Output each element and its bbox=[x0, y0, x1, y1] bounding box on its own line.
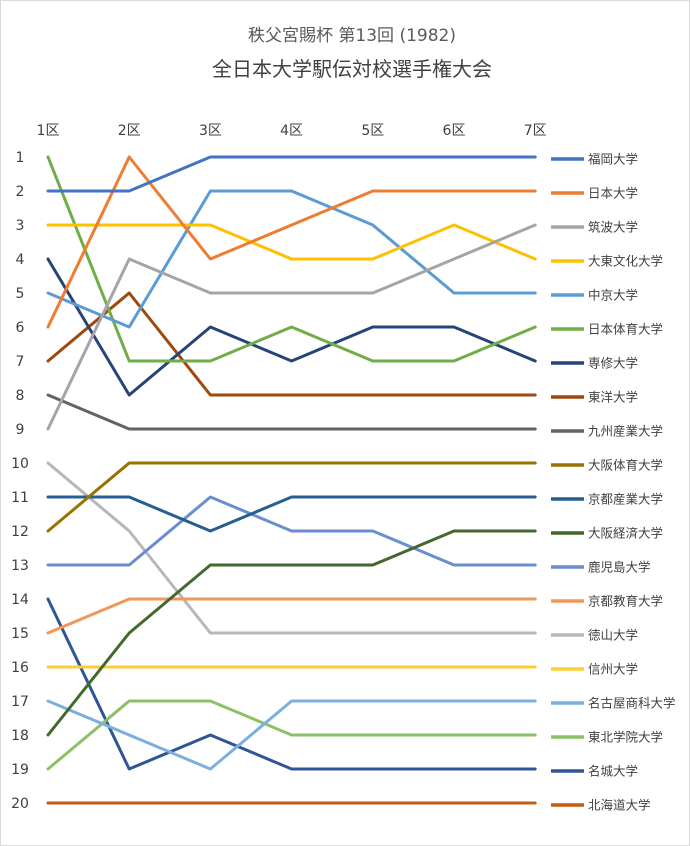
y-tick-label: 16 bbox=[11, 660, 29, 676]
y-tick-label: 15 bbox=[11, 626, 29, 642]
y-tick-label: 6 bbox=[16, 320, 25, 336]
series-lines bbox=[46, 155, 537, 805]
y-tick-label: 20 bbox=[11, 796, 29, 812]
series-line bbox=[46, 393, 537, 431]
y-tick-label: 10 bbox=[11, 456, 29, 472]
series-line bbox=[46, 597, 537, 635]
series-line bbox=[46, 189, 537, 329]
legend-label: 大阪体育大学 bbox=[588, 458, 663, 473]
y-tick-label: 9 bbox=[16, 422, 25, 438]
legend-label: 日本体育大学 bbox=[588, 322, 663, 337]
series-line bbox=[46, 461, 537, 533]
legend-label: 大東文化大学 bbox=[588, 254, 663, 269]
legend-label: 鹿児島大学 bbox=[588, 560, 651, 575]
series-line bbox=[46, 495, 537, 567]
chart-title: 秩父宮賜杯 第13回 (1982) bbox=[248, 26, 456, 46]
series-line bbox=[46, 155, 537, 193]
series-line bbox=[46, 529, 537, 737]
legend-label: 専修大学 bbox=[588, 356, 638, 371]
legend-label: 東北学院大学 bbox=[588, 730, 663, 745]
series-line bbox=[46, 223, 537, 261]
legend-label: 福岡大学 bbox=[588, 152, 638, 167]
series-line bbox=[46, 257, 537, 397]
legend-label: 名古屋商科大学 bbox=[588, 696, 676, 711]
legend-label: 東洋大学 bbox=[588, 390, 638, 405]
y-tick-label: 17 bbox=[11, 694, 29, 710]
x-tick-label: 5区 bbox=[361, 123, 384, 139]
y-tick-label: 18 bbox=[11, 728, 29, 744]
y-tick-label: 11 bbox=[11, 490, 29, 506]
legend-label: 日本大学 bbox=[588, 186, 638, 201]
x-tick-label: 6区 bbox=[443, 123, 466, 139]
series-line bbox=[46, 699, 537, 771]
y-tick-label: 8 bbox=[16, 388, 25, 404]
series-line bbox=[46, 495, 537, 533]
legend-label: 京都産業大学 bbox=[588, 492, 663, 507]
x-tick-label: 3区 bbox=[199, 123, 222, 139]
y-tick-label: 1 bbox=[16, 150, 25, 166]
series-line bbox=[46, 223, 537, 431]
series-line bbox=[46, 699, 537, 771]
x-tick-label: 7区 bbox=[524, 123, 547, 139]
legend-label: 京都教育大学 bbox=[588, 594, 663, 609]
y-tick-label: 13 bbox=[11, 558, 29, 574]
y-tick-label: 14 bbox=[11, 592, 29, 608]
series-line bbox=[46, 155, 537, 329]
legend-label: 筑波大学 bbox=[588, 220, 638, 235]
legend-label: 中京大学 bbox=[588, 288, 638, 303]
y-tick-label: 4 bbox=[16, 252, 25, 268]
legend-label: 北海道大学 bbox=[588, 798, 651, 813]
y-tick-label: 19 bbox=[11, 762, 29, 778]
y-tick-label: 12 bbox=[11, 524, 29, 540]
y-tick-label: 5 bbox=[16, 286, 25, 302]
legend: 福岡大学日本大学筑波大学大東文化大学中京大学日本体育大学専修大学東洋大学九州産業… bbox=[551, 152, 676, 813]
chart-subtitle: 全日本大学駅伝対校選手権大会 bbox=[212, 57, 492, 81]
legend-label: 信州大学 bbox=[588, 662, 638, 677]
x-tick-label: 4区 bbox=[280, 123, 303, 139]
legend-label: 徳山大学 bbox=[588, 628, 638, 643]
series-line bbox=[46, 291, 537, 397]
y-tick-label: 3 bbox=[16, 218, 25, 234]
series-line bbox=[46, 597, 537, 771]
y-tick-label: 7 bbox=[16, 354, 25, 370]
legend-label: 名城大学 bbox=[588, 764, 638, 779]
y-tick-label: 2 bbox=[16, 184, 25, 200]
x-tick-label: 2区 bbox=[118, 123, 141, 139]
x-tick-label: 1区 bbox=[37, 123, 60, 139]
x-axis-tick-labels: 1区 2区 3区 4区 5区 6区 7区 bbox=[37, 123, 547, 139]
series-line bbox=[46, 461, 537, 635]
legend-label: 大阪経済大学 bbox=[588, 526, 663, 541]
series-line bbox=[46, 155, 537, 363]
legend-label: 九州産業大学 bbox=[588, 424, 663, 439]
